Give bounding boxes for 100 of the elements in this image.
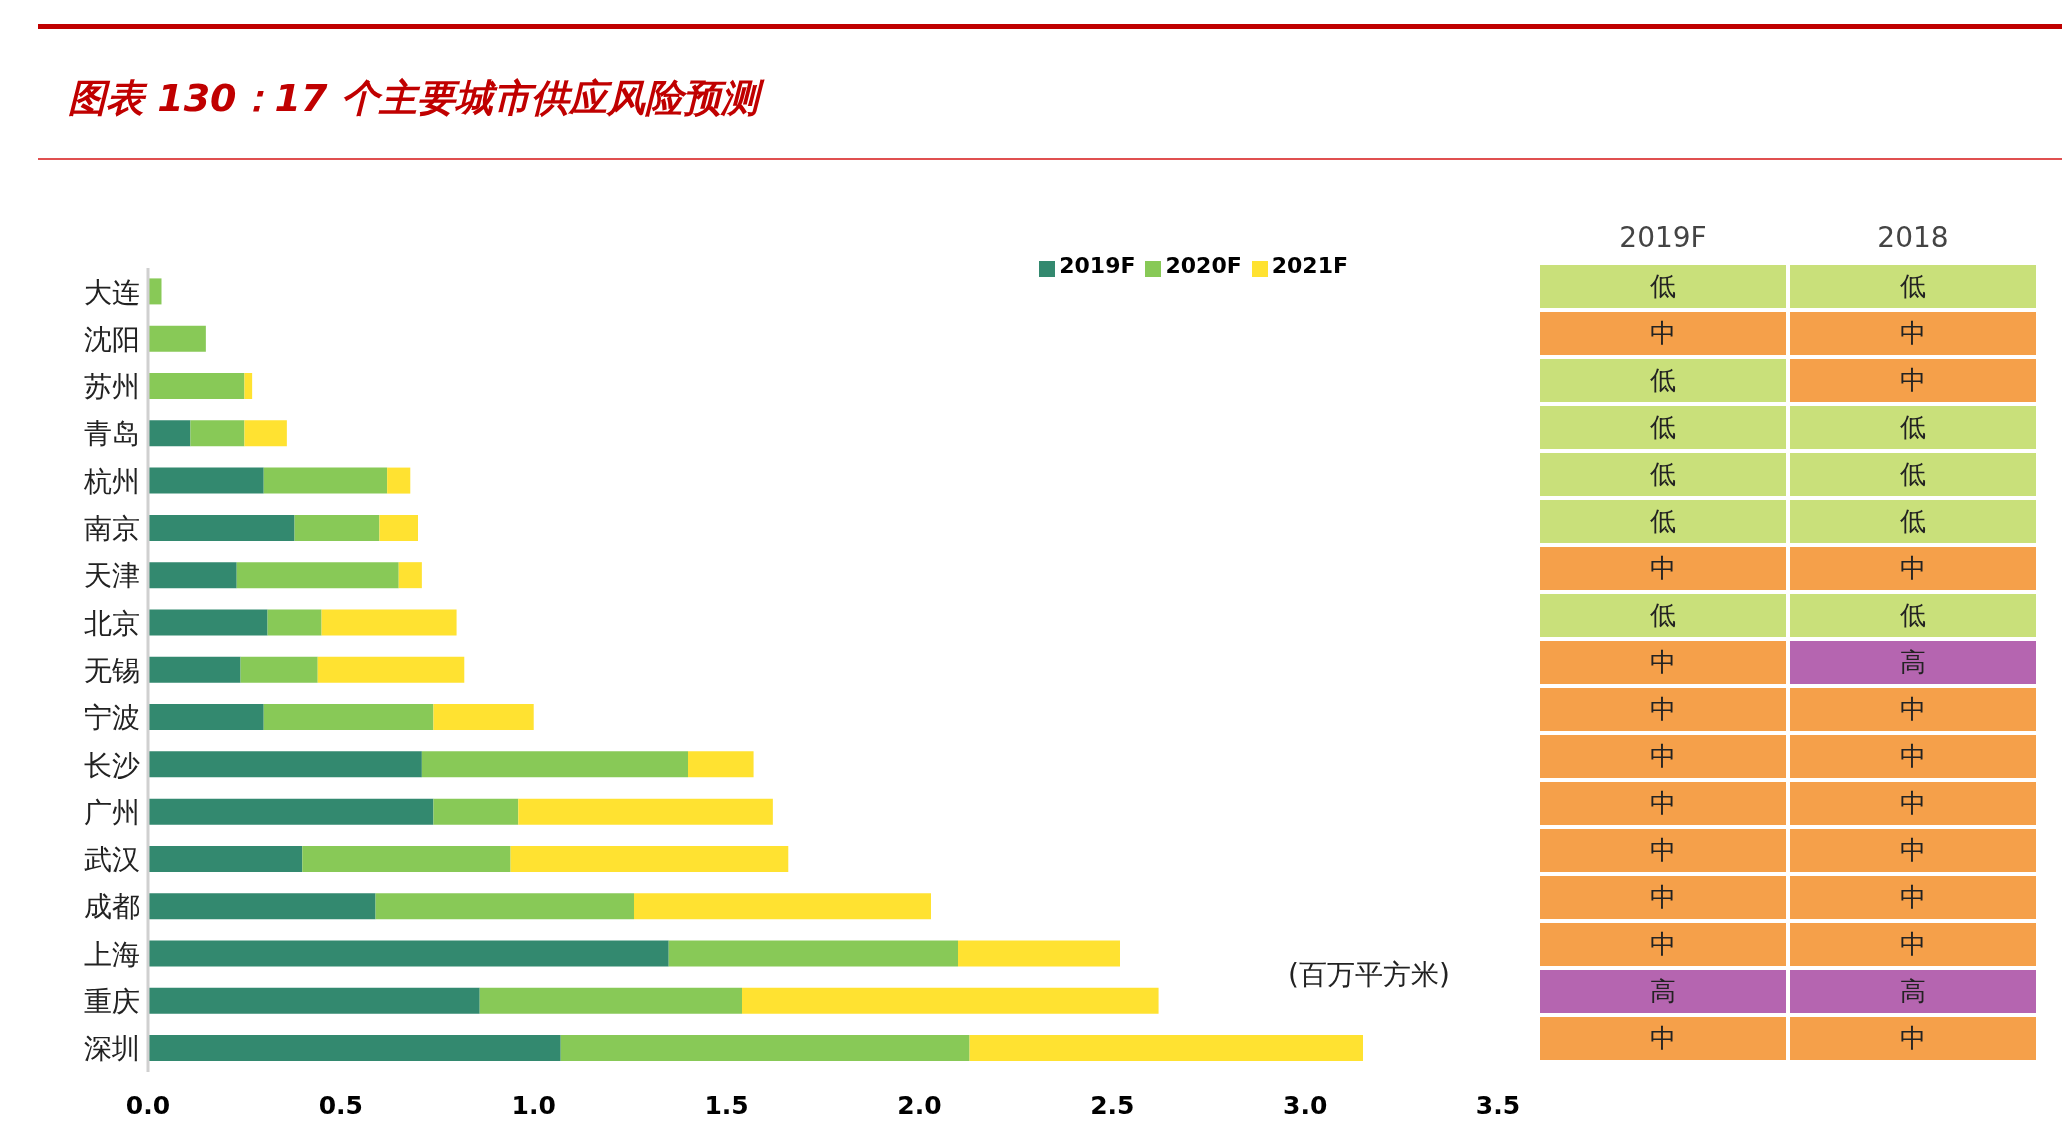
text: 低 [1900, 412, 1926, 442]
bar [263, 467, 388, 494]
text: 中 [1650, 694, 1676, 724]
text: 中 [1900, 318, 1926, 348]
bar [148, 467, 264, 494]
y-tick-label: 北京 [84, 606, 140, 640]
y-tick-label: 天津 [84, 559, 140, 593]
text: 中 [1900, 929, 1926, 959]
y-tick-label: 大连 [84, 275, 140, 309]
bar [317, 656, 465, 683]
text: 高 [1900, 647, 1926, 677]
bar [148, 893, 376, 920]
text: 低 [1650, 506, 1676, 536]
text: 低 [1900, 506, 1926, 536]
bar [148, 609, 268, 636]
bar [375, 893, 634, 920]
bar [969, 1035, 1363, 1062]
text: 中 [1650, 788, 1676, 818]
text: 低 [1650, 412, 1676, 442]
bar [148, 987, 480, 1014]
bar [398, 562, 422, 589]
annotation: (百万平方米) [1288, 957, 1450, 993]
bar [244, 372, 253, 399]
text: 低 [1650, 271, 1676, 301]
bar [510, 845, 789, 872]
y-tick-label: 沈阳 [84, 322, 140, 356]
text: 低 [1900, 459, 1926, 489]
bar [148, 514, 295, 541]
bar [244, 420, 287, 447]
text: 中 [1650, 318, 1676, 348]
bar [387, 467, 411, 494]
legend-label: 2019F [1059, 253, 1136, 278]
bar [148, 656, 241, 683]
text: 高 [1650, 976, 1676, 1006]
legend-label: 2021F [1271, 253, 1348, 278]
y-tick-label: 成都 [84, 890, 140, 924]
y-tick-label: 上海 [84, 937, 140, 971]
text: 中 [1650, 929, 1676, 959]
bar [148, 325, 206, 352]
bar [518, 798, 773, 825]
x-tick-label: 1.5 [704, 1090, 749, 1120]
legend-label: 2020F [1165, 253, 1242, 278]
bar [560, 1035, 970, 1062]
bar [321, 609, 457, 636]
x-tick-label: 0.5 [318, 1090, 364, 1120]
text: 低 [1900, 600, 1926, 630]
bar [688, 751, 754, 778]
bar [742, 987, 1159, 1014]
x-tick-label: 3.5 [1475, 1090, 1521, 1120]
text: 低 [1650, 600, 1676, 630]
text: 中 [1900, 741, 1926, 771]
bar [148, 751, 422, 778]
y-tick-label: 长沙 [84, 748, 140, 782]
bar [294, 514, 380, 541]
text: 中 [1650, 647, 1676, 677]
bar [148, 845, 303, 872]
text: 中 [1650, 1023, 1676, 1053]
text: 中 [1900, 694, 1926, 724]
bar [148, 1035, 561, 1062]
text: 低 [1900, 271, 1926, 301]
y-tick-label: 宁波 [84, 701, 140, 735]
category-label: 2018 [1876, 220, 1950, 256]
bar [479, 987, 742, 1014]
bar [421, 751, 688, 778]
bar [190, 420, 245, 447]
bar [263, 704, 434, 731]
bar [148, 562, 237, 589]
y-tick-label: 苏州 [84, 370, 140, 404]
x-tick-label: 0.0 [125, 1090, 171, 1120]
y-tick-label: 深圳 [84, 1032, 140, 1066]
x-tick-label: 3.0 [1282, 1090, 1328, 1120]
text: 中 [1900, 365, 1926, 395]
y-tick-label: 重庆 [84, 985, 140, 1018]
text: 中 [1900, 553, 1926, 583]
y-tick-label: 杭州 [83, 464, 140, 498]
bar [379, 514, 418, 541]
text: 低 [1650, 459, 1676, 489]
bar [634, 893, 931, 920]
bar [302, 845, 511, 872]
text: 中 [1650, 741, 1676, 771]
y-tick-label: 青岛 [84, 417, 140, 451]
text: 中 [1650, 553, 1676, 583]
y-tick-label: 无锡 [84, 653, 140, 687]
text: 中 [1650, 835, 1676, 865]
category-label: 2019F [1618, 220, 1708, 256]
bar [236, 562, 399, 589]
bar [267, 609, 322, 636]
x-tick-label: 1.0 [511, 1090, 556, 1120]
text: 中 [1900, 882, 1926, 912]
text: 中 [1900, 835, 1926, 865]
bar [148, 940, 669, 967]
bar [958, 940, 1120, 967]
y-tick-label: 广州 [84, 795, 140, 829]
bar [148, 420, 191, 447]
text: 低 [1650, 365, 1676, 395]
bar [433, 704, 534, 731]
text: 中 [1900, 1023, 1926, 1053]
x-tick-label: 2.5 [1090, 1090, 1135, 1120]
bar [433, 798, 519, 825]
text: 中 [1900, 788, 1926, 818]
